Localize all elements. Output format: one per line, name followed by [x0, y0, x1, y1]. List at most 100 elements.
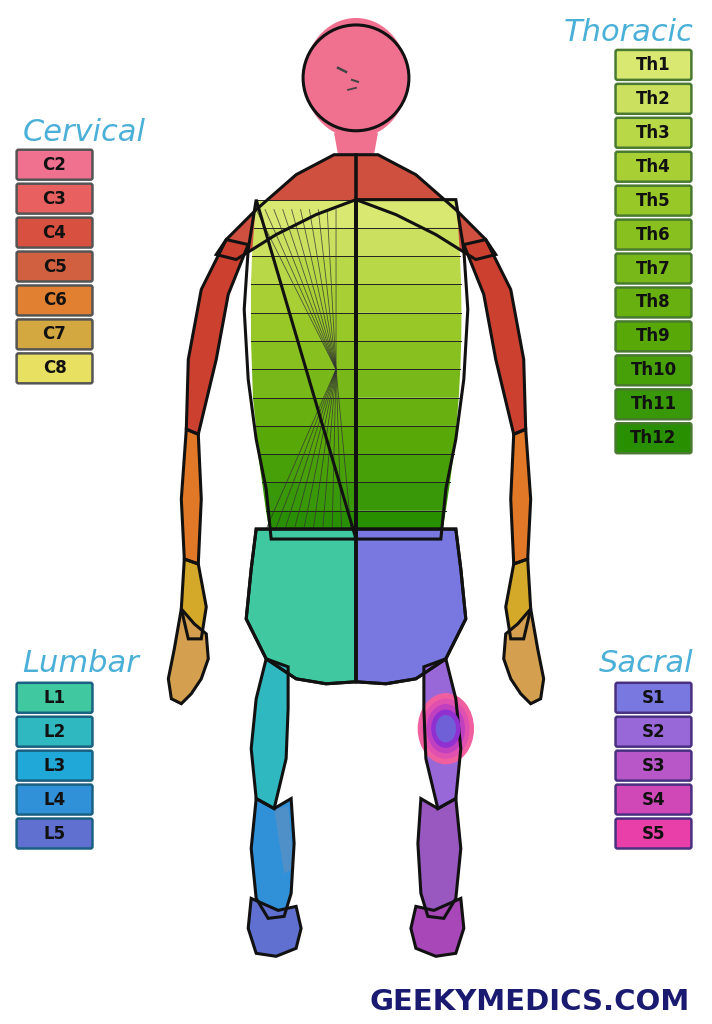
Polygon shape — [252, 228, 356, 256]
Polygon shape — [356, 200, 459, 228]
Text: C5: C5 — [43, 257, 66, 275]
FancyBboxPatch shape — [616, 185, 691, 216]
Polygon shape — [253, 397, 356, 426]
Polygon shape — [356, 228, 460, 256]
FancyBboxPatch shape — [16, 218, 93, 248]
Text: L3: L3 — [43, 757, 66, 774]
FancyBboxPatch shape — [16, 150, 93, 179]
Polygon shape — [187, 240, 248, 434]
FancyBboxPatch shape — [616, 818, 691, 849]
Text: Sacral: Sacral — [599, 649, 693, 678]
Text: Cervical: Cervical — [23, 118, 145, 146]
Polygon shape — [356, 155, 496, 259]
FancyBboxPatch shape — [616, 50, 691, 80]
Text: Thoracic: Thoracic — [563, 18, 693, 47]
Polygon shape — [334, 133, 356, 155]
Polygon shape — [418, 799, 461, 919]
FancyBboxPatch shape — [616, 784, 691, 814]
FancyBboxPatch shape — [616, 717, 691, 746]
Text: C3: C3 — [43, 189, 66, 208]
Polygon shape — [506, 559, 530, 639]
Polygon shape — [356, 133, 378, 155]
Text: L1: L1 — [43, 689, 66, 707]
Polygon shape — [356, 426, 456, 455]
Text: Lumbar: Lumbar — [23, 649, 140, 678]
Text: Th7: Th7 — [636, 259, 671, 278]
Polygon shape — [253, 200, 356, 228]
FancyBboxPatch shape — [616, 322, 691, 351]
FancyBboxPatch shape — [616, 84, 691, 114]
Polygon shape — [356, 529, 466, 684]
FancyBboxPatch shape — [16, 286, 93, 315]
Polygon shape — [304, 18, 356, 138]
FancyBboxPatch shape — [616, 751, 691, 780]
Polygon shape — [411, 898, 464, 956]
Text: S4: S4 — [642, 791, 665, 809]
Polygon shape — [246, 529, 356, 684]
Polygon shape — [356, 370, 461, 397]
Text: Th12: Th12 — [630, 429, 676, 447]
FancyBboxPatch shape — [616, 355, 691, 385]
FancyBboxPatch shape — [616, 288, 691, 317]
FancyBboxPatch shape — [16, 818, 93, 849]
Polygon shape — [356, 312, 461, 341]
Polygon shape — [424, 658, 461, 809]
FancyBboxPatch shape — [16, 683, 93, 713]
FancyBboxPatch shape — [16, 717, 93, 746]
Text: C8: C8 — [43, 359, 66, 378]
Text: L5: L5 — [43, 824, 66, 843]
Polygon shape — [216, 155, 356, 259]
Text: L2: L2 — [43, 723, 66, 740]
Polygon shape — [356, 482, 450, 511]
FancyBboxPatch shape — [616, 118, 691, 147]
Polygon shape — [356, 18, 408, 138]
FancyBboxPatch shape — [616, 254, 691, 284]
Polygon shape — [182, 559, 206, 639]
FancyBboxPatch shape — [616, 423, 691, 454]
Text: S3: S3 — [642, 757, 665, 774]
Polygon shape — [251, 312, 356, 341]
Polygon shape — [248, 898, 301, 956]
Polygon shape — [251, 256, 356, 285]
Text: S5: S5 — [642, 824, 665, 843]
Text: Th6: Th6 — [636, 225, 671, 244]
Polygon shape — [256, 426, 356, 455]
Text: C7: C7 — [43, 326, 66, 343]
Polygon shape — [168, 609, 209, 703]
Text: Th5: Th5 — [636, 191, 671, 210]
Polygon shape — [262, 482, 356, 511]
Ellipse shape — [436, 716, 455, 741]
Text: C4: C4 — [43, 223, 66, 242]
Ellipse shape — [432, 711, 460, 748]
Text: S2: S2 — [642, 723, 665, 740]
FancyBboxPatch shape — [16, 353, 93, 383]
FancyBboxPatch shape — [616, 219, 691, 250]
Polygon shape — [356, 256, 461, 285]
Text: Th4: Th4 — [636, 158, 671, 176]
Text: Th2: Th2 — [636, 90, 671, 108]
Polygon shape — [356, 511, 446, 539]
Text: Th11: Th11 — [630, 395, 676, 414]
Polygon shape — [503, 609, 544, 703]
Polygon shape — [251, 285, 356, 312]
FancyBboxPatch shape — [16, 319, 93, 349]
Polygon shape — [266, 511, 356, 539]
Text: S1: S1 — [642, 689, 665, 707]
Ellipse shape — [419, 694, 473, 764]
Polygon shape — [251, 799, 294, 919]
Polygon shape — [356, 285, 461, 312]
Text: C2: C2 — [43, 156, 66, 174]
Text: C6: C6 — [43, 292, 66, 309]
Text: Th10: Th10 — [630, 361, 676, 379]
FancyBboxPatch shape — [16, 183, 93, 214]
Ellipse shape — [427, 705, 464, 753]
Text: Th9: Th9 — [636, 328, 671, 345]
Polygon shape — [251, 370, 356, 397]
Text: L4: L4 — [43, 791, 66, 809]
FancyBboxPatch shape — [616, 152, 691, 181]
Polygon shape — [356, 455, 454, 482]
Polygon shape — [258, 455, 356, 482]
Polygon shape — [251, 658, 288, 809]
Polygon shape — [511, 429, 530, 564]
FancyBboxPatch shape — [16, 751, 93, 780]
